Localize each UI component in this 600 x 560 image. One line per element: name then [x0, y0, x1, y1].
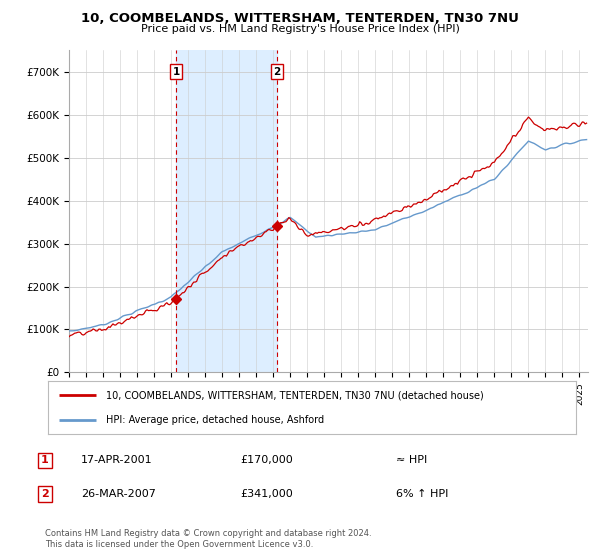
Text: 17-APR-2001: 17-APR-2001	[81, 455, 152, 465]
Text: £341,000: £341,000	[240, 489, 293, 499]
Text: 1: 1	[41, 455, 49, 465]
Text: 1: 1	[172, 67, 179, 77]
Text: ≈ HPI: ≈ HPI	[396, 455, 427, 465]
Text: £170,000: £170,000	[240, 455, 293, 465]
Text: 10, COOMBELANDS, WITTERSHAM, TENTERDEN, TN30 7NU: 10, COOMBELANDS, WITTERSHAM, TENTERDEN, …	[81, 12, 519, 25]
Text: HPI: Average price, detached house, Ashford: HPI: Average price, detached house, Ashf…	[106, 414, 324, 424]
Bar	[176, 50, 277, 372]
Text: 2: 2	[274, 67, 281, 77]
Text: 6% ↑ HPI: 6% ↑ HPI	[396, 489, 448, 499]
Text: 2: 2	[41, 489, 49, 499]
Text: Price paid vs. HM Land Registry's House Price Index (HPI): Price paid vs. HM Land Registry's House …	[140, 24, 460, 34]
Text: Contains HM Land Registry data © Crown copyright and database right 2024.
This d: Contains HM Land Registry data © Crown c…	[45, 529, 371, 549]
Text: 10, COOMBELANDS, WITTERSHAM, TENTERDEN, TN30 7NU (detached house): 10, COOMBELANDS, WITTERSHAM, TENTERDEN, …	[106, 390, 484, 400]
Text: 26-MAR-2007: 26-MAR-2007	[81, 489, 156, 499]
